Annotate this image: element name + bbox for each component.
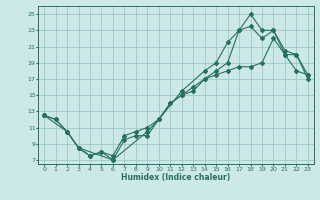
X-axis label: Humidex (Indice chaleur): Humidex (Indice chaleur) [121, 173, 231, 182]
